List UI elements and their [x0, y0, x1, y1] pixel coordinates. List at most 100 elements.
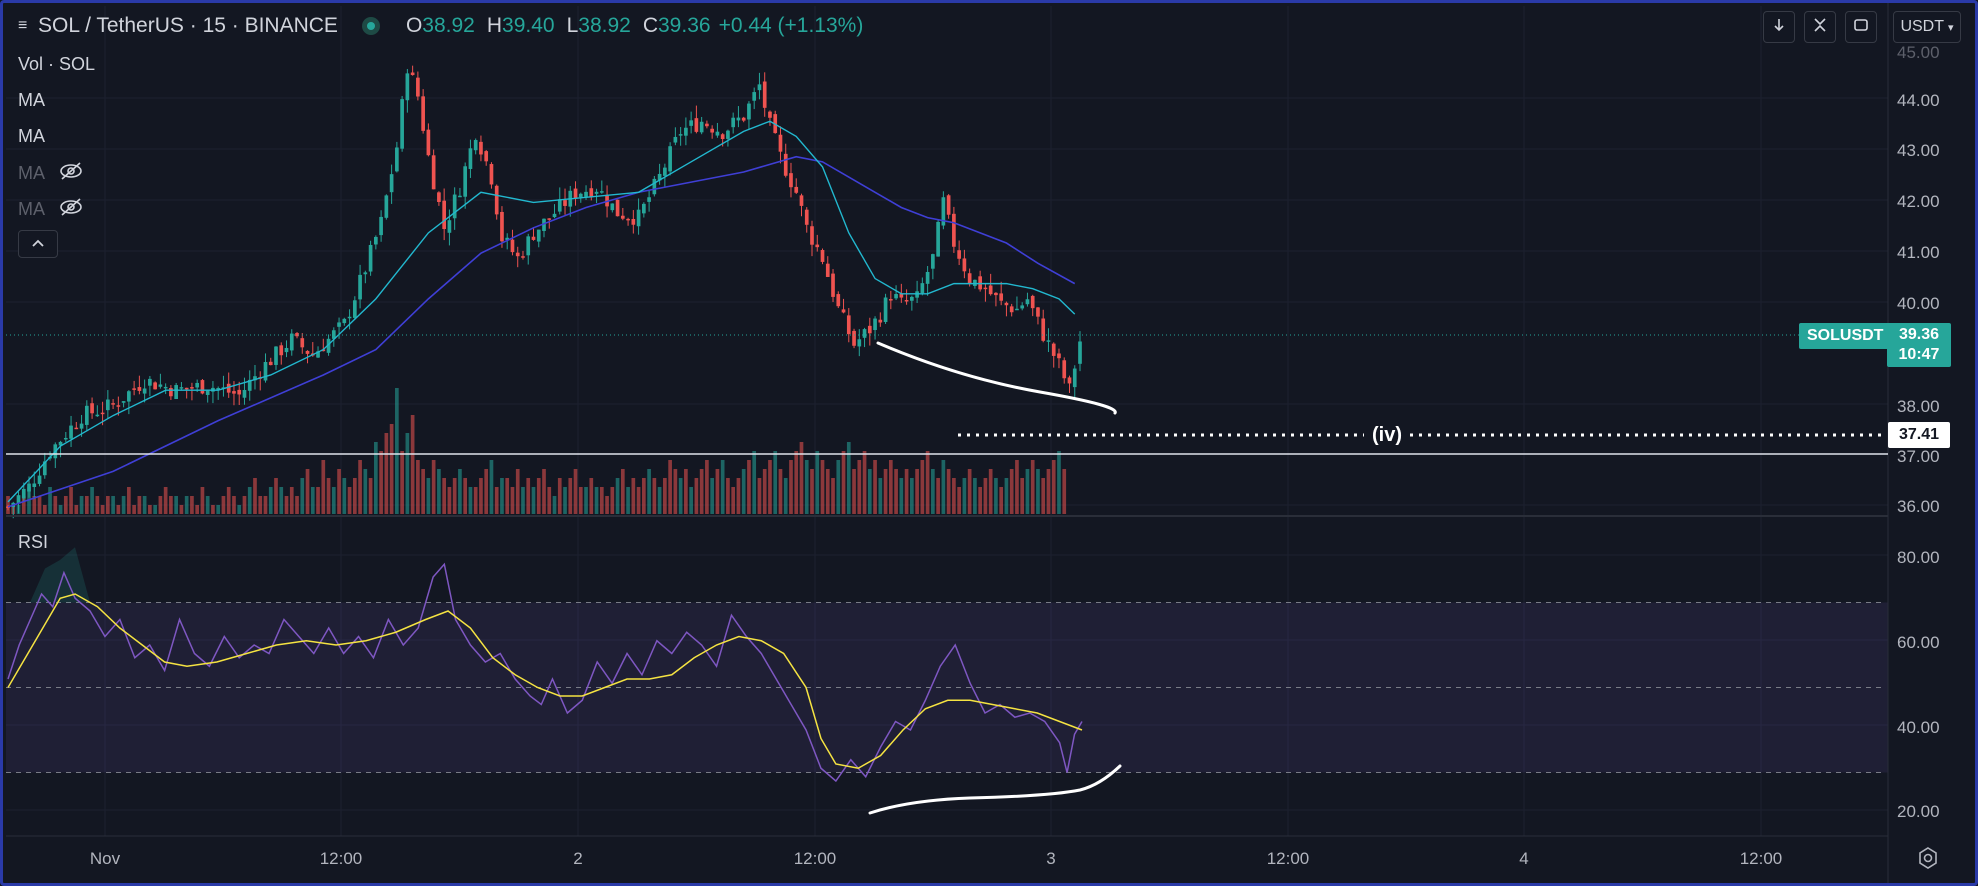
indicator-rsi[interactable]: RSI — [18, 532, 49, 552]
candle-body — [442, 200, 446, 229]
candle-body — [883, 297, 888, 322]
volume-bar — [510, 487, 515, 514]
candle-body — [715, 131, 720, 136]
volume-bar — [237, 505, 242, 514]
candle-body — [279, 345, 284, 356]
volume-bar — [447, 487, 452, 514]
indicator-volume[interactable]: Vol · SOL — [18, 54, 96, 74]
candle-body — [899, 293, 904, 298]
time-label: 3 — [1046, 849, 1055, 868]
scroll-down-button[interactable] — [1763, 11, 1795, 43]
price-label: 40.00 — [1897, 294, 1940, 313]
bar-countdown: 10:47 — [1898, 346, 1940, 363]
candle-body — [852, 330, 856, 346]
chart-settings-button[interactable] — [1916, 846, 1940, 870]
candle-body — [458, 195, 462, 198]
candle-body — [515, 252, 520, 257]
eye-hidden-icon[interactable] — [59, 197, 83, 222]
candle-body — [300, 338, 305, 348]
volume-bar — [111, 496, 115, 514]
candle-body — [994, 292, 998, 296]
candle-body — [589, 188, 594, 198]
volume-bar — [894, 469, 898, 514]
candle-body — [731, 117, 736, 128]
eye-hidden-icon[interactable] — [59, 161, 83, 186]
volume-bar — [242, 496, 247, 514]
indicator-ma-4[interactable]: MA — [18, 197, 83, 222]
volume-bar — [815, 451, 820, 514]
volume-bar — [768, 460, 772, 514]
volume-bar — [668, 460, 672, 514]
volume-bar — [479, 478, 483, 514]
candle-body — [111, 403, 115, 405]
close-label: C — [642, 14, 658, 37]
volume-bar — [426, 478, 431, 514]
candle-body — [352, 300, 357, 318]
volume-bar — [941, 460, 946, 514]
collapse-panes-button[interactable] — [1804, 11, 1836, 43]
candle-body — [636, 209, 641, 227]
volume-bar — [405, 433, 410, 514]
candle-body — [79, 423, 84, 429]
candle-body — [405, 73, 410, 101]
candle-body — [1078, 341, 1082, 364]
open-label: O — [405, 14, 423, 37]
candle-body — [1062, 360, 1067, 379]
price-label: 42.00 — [1897, 192, 1940, 211]
candle-body — [920, 283, 925, 294]
candle-body — [127, 391, 131, 402]
volume-bar — [599, 487, 604, 514]
candle-body — [1072, 368, 1077, 388]
candle-body — [74, 427, 79, 430]
candle-body — [326, 338, 331, 353]
candle-body — [484, 151, 489, 162]
symbol-legend[interactable]: ≡ SOL / TetherUS · 15 · BINANCE O 38.92 H… — [18, 14, 863, 38]
symbol-title[interactable]: SOL / TetherUS · 15 · BINANCE — [38, 14, 338, 37]
candle-body — [910, 296, 914, 301]
candle-body — [736, 117, 741, 121]
volume-bar — [169, 496, 173, 514]
volume-bar — [873, 460, 877, 514]
level-price-tag: 37.41 — [1888, 422, 1950, 448]
candle-body — [347, 316, 352, 319]
candle-body — [132, 388, 136, 390]
currency-select[interactable]: USDT ▾ — [1893, 11, 1961, 43]
volume-bars — [6, 388, 1067, 514]
volume-bar — [416, 460, 420, 514]
volume-bar — [79, 496, 84, 514]
candle-body — [789, 173, 793, 188]
volume-bar — [400, 451, 404, 514]
candle-body — [137, 387, 142, 391]
fullscreen-button[interactable] — [1845, 11, 1877, 43]
price-label: 38.00 — [1897, 397, 1940, 416]
volume-bar — [384, 433, 389, 514]
volume-bar — [741, 469, 746, 514]
rsi-axis[interactable]: 80.00 60.00 40.00 20.00 — [1897, 548, 1940, 821]
time-label: 12:00 — [1740, 849, 1783, 868]
price-axis[interactable]: 45.00 44.00 43.00 42.00 41.00 40.00 38.0… — [1897, 43, 1940, 516]
volume-bar — [910, 478, 914, 514]
volume-bar — [174, 496, 178, 514]
volume-bar — [594, 487, 599, 514]
volume-bar — [226, 487, 231, 514]
indicator-ma-1[interactable]: MA — [18, 90, 45, 110]
volume-bar — [678, 478, 683, 514]
volume-bar — [90, 487, 94, 514]
candle-body — [967, 273, 972, 284]
menu-icon[interactable]: ≡ — [18, 17, 28, 34]
volume-bar — [190, 496, 194, 514]
volume-bar — [316, 487, 320, 514]
candle-body — [699, 121, 704, 133]
candle-body — [473, 140, 478, 151]
indicator-ma-2[interactable]: MA — [18, 126, 45, 146]
volume-bar — [295, 496, 299, 514]
volume-bar — [852, 469, 856, 514]
volume-bar — [410, 415, 415, 514]
indicator-ma-3[interactable]: MA — [18, 161, 83, 186]
candle-body — [21, 488, 26, 499]
time-axis[interactable]: Nov 12:00 2 12:00 3 12:00 4 12:00 — [90, 849, 1782, 868]
candle-body — [894, 294, 898, 299]
drawn-annotations[interactable] — [868, 341, 1122, 815]
collapse-legend-button[interactable] — [18, 230, 58, 258]
